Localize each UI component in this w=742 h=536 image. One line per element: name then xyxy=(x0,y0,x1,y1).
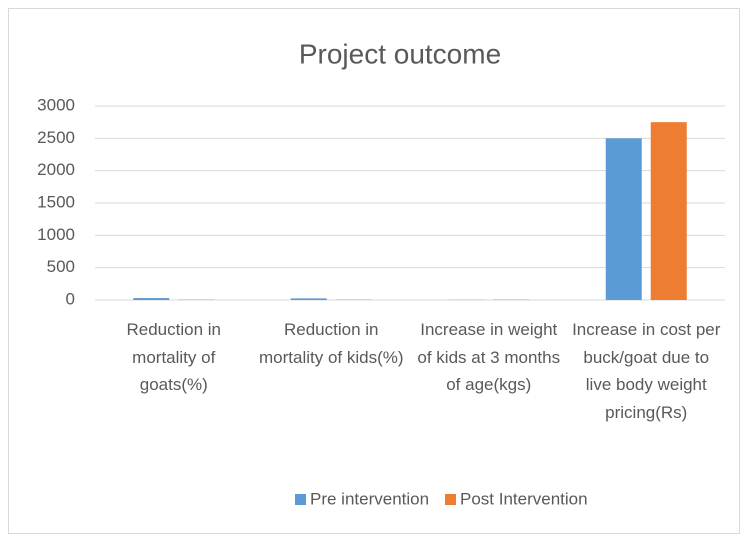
legend-label: Post Intervention xyxy=(460,489,588,508)
y-tick-label: 3000 xyxy=(37,95,75,114)
y-tick-label: 2500 xyxy=(37,128,75,147)
x-tick-label: Increase in weight of kids at 3 months o… xyxy=(417,320,561,394)
y-tick-label: 1000 xyxy=(37,225,75,244)
x-tick-label: Increase in cost per buck/goat due to li… xyxy=(572,320,721,422)
y-tick-label: 1500 xyxy=(37,192,75,211)
x-tick-label: Reduction in mortality of kids(%) xyxy=(258,320,404,367)
bar xyxy=(605,138,642,300)
bar xyxy=(133,298,170,300)
chart-title: Project outcome xyxy=(299,38,501,69)
legend-swatch xyxy=(295,494,306,505)
bar xyxy=(650,122,687,301)
bar xyxy=(290,298,327,300)
y-tick-label: 2000 xyxy=(37,160,75,179)
legend-label: Pre intervention xyxy=(310,489,429,508)
y-tick-label: 0 xyxy=(66,289,75,308)
legend-swatch xyxy=(445,494,456,505)
x-tick-label: Reduction in mortality of goats(%) xyxy=(126,320,221,394)
y-tick-label: 500 xyxy=(47,257,75,276)
